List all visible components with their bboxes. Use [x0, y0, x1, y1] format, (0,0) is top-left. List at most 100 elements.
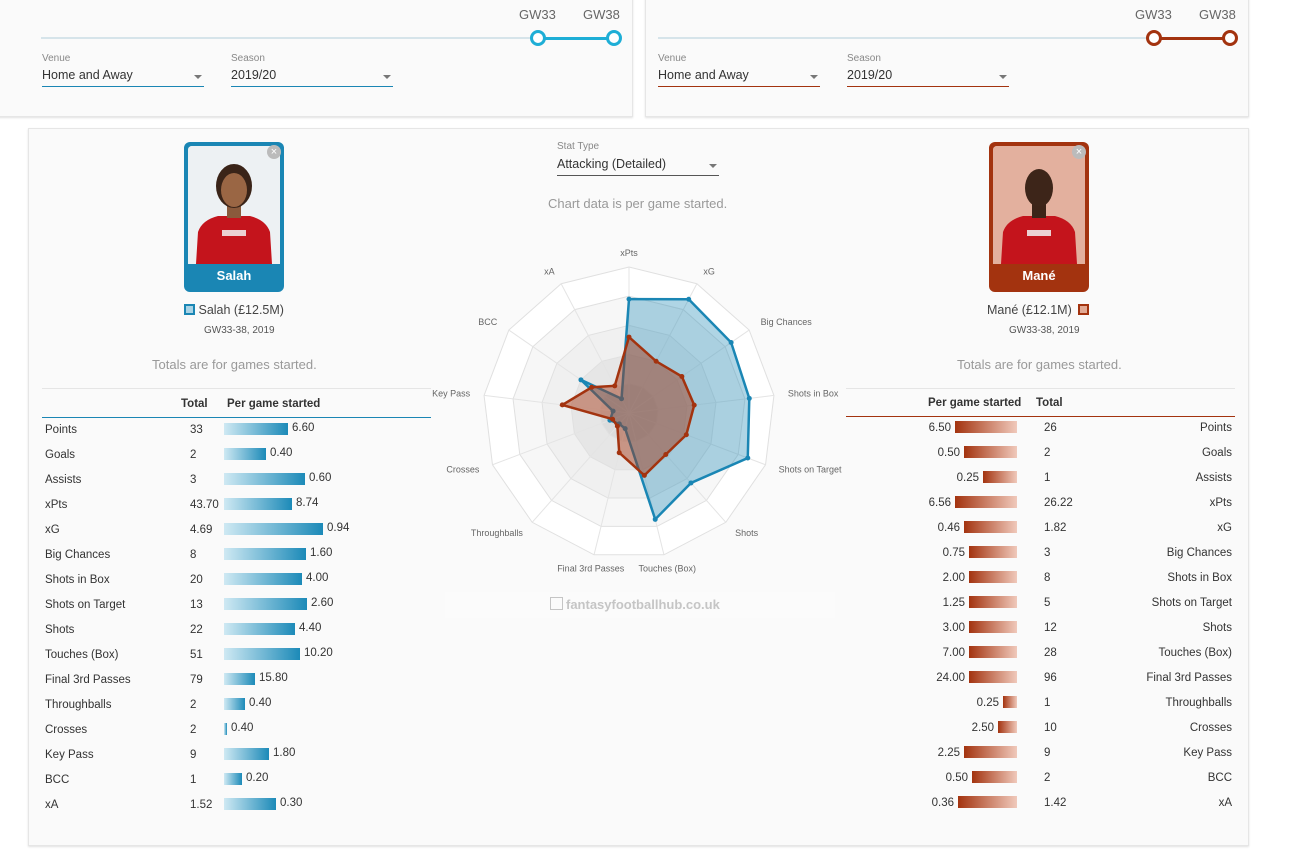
per-game-bar	[224, 473, 305, 485]
player-card-name: Mané	[1022, 268, 1056, 283]
gameweek-slider-track[interactable]	[41, 37, 616, 39]
stat-total: 3	[190, 474, 197, 486]
radar-axis-label: Touches (Box)	[639, 563, 697, 573]
venue-select[interactable]: Home and Away	[658, 68, 820, 87]
gameweek-slider-track[interactable]	[658, 37, 1232, 39]
per-game-bar	[224, 673, 255, 685]
stat-type-select[interactable]: Attacking (Detailed)	[557, 157, 719, 176]
radar-point	[610, 416, 616, 422]
venue-select[interactable]: Home and Away	[42, 68, 204, 87]
radar-point	[626, 296, 632, 302]
gameweek-slider-end-handle[interactable]	[606, 30, 622, 46]
table-row: 0.50 2 Goals	[846, 444, 1234, 464]
stat-total: 1.82	[1044, 522, 1067, 534]
radar-point	[746, 395, 752, 401]
stat-per-game: 1.60	[310, 547, 333, 559]
stat-name: Crosses	[1189, 722, 1232, 734]
stat-total: 2	[1044, 772, 1051, 784]
stat-per-game: 4.40	[299, 622, 322, 634]
radar-series-area	[580, 297, 751, 522]
stat-total: 2	[1044, 447, 1051, 459]
stat-name: Shots in Box	[1167, 572, 1232, 584]
radar-point	[619, 396, 625, 402]
stat-total: 22	[190, 624, 203, 636]
radar-axis-label: Key Pass	[432, 389, 471, 399]
per-game-bar	[224, 623, 295, 635]
per-game-bar	[224, 723, 227, 735]
per-game-bar	[224, 548, 306, 560]
per-game-bar	[969, 571, 1017, 583]
stat-name: xA	[1218, 797, 1232, 809]
player-card-salah[interactable]: × Salah	[184, 142, 284, 292]
table-row: 0.25 1 Assists	[846, 469, 1234, 489]
radar-point	[626, 334, 632, 340]
player-card-mane[interactable]: × Mané	[989, 142, 1089, 292]
stat-name: Goals	[1201, 447, 1232, 459]
season-label: Season	[231, 53, 265, 64]
radar-spoke	[508, 329, 630, 414]
stat-per-game: 24.00	[936, 672, 965, 684]
player-photo	[993, 146, 1085, 264]
stat-per-game: 0.30	[280, 797, 303, 809]
table-row: 24.00 96 Final 3rd Passes	[846, 669, 1234, 689]
stat-per-game: 10.20	[304, 647, 333, 659]
per-game-bar	[224, 523, 323, 535]
venue-select-value: Home and Away	[658, 68, 749, 82]
venue-label: Venue	[42, 53, 71, 64]
column-header-total: Total	[1036, 397, 1063, 409]
season-select-value: 2019/20	[231, 68, 277, 82]
stat-per-game: 7.00	[942, 647, 965, 659]
stat-total: 2	[190, 724, 197, 736]
gameweek-slider-start-handle[interactable]	[530, 30, 546, 46]
stat-total: 26.22	[1044, 497, 1073, 509]
stat-name: Shots on Target	[45, 599, 126, 611]
stat-per-game: 0.25	[976, 697, 999, 709]
venue-label: Venue	[658, 53, 687, 64]
radar-point	[641, 472, 647, 478]
per-game-bar	[964, 446, 1017, 458]
stat-name: Touches (Box)	[1158, 647, 1232, 659]
gameweek-slider-range	[1154, 37, 1230, 40]
radar-spoke	[560, 283, 630, 414]
chevron-down-icon	[999, 75, 1007, 79]
logo-icon	[550, 597, 563, 610]
per-game-bar	[224, 423, 288, 435]
stat-total: 8	[190, 549, 197, 561]
per-game-bar	[224, 648, 300, 660]
stat-per-game: 15.80	[259, 672, 288, 684]
gw-end-label: GW38	[1199, 7, 1236, 22]
player-period: GW33-38, 2019	[204, 325, 275, 336]
player-card-name: Salah	[216, 268, 252, 283]
radar-axis-label: xPts	[620, 248, 638, 258]
radar-point	[686, 296, 692, 302]
stat-name: Throughballs	[1165, 697, 1232, 709]
close-icon[interactable]: ×	[267, 145, 281, 159]
gameweek-slider-start-handle[interactable]	[1146, 30, 1162, 46]
gameweek-slider-end-handle[interactable]	[1222, 30, 1238, 46]
stat-name: Assists	[1195, 472, 1232, 484]
radar-axis-label: Throughballs	[471, 528, 524, 538]
stat-total: 9	[1044, 747, 1051, 759]
stat-total: 20	[190, 574, 203, 586]
stat-per-game: 0.50	[945, 772, 968, 784]
per-game-bar	[224, 573, 302, 585]
table-row: Shots in Box 20 4.00	[45, 571, 425, 591]
table-row: Goals 2 0.40	[45, 446, 425, 466]
season-select[interactable]: 2019/20	[847, 68, 1009, 87]
left-filter-panel: GW33 GW38 Venue Home and Away Season 201…	[0, 0, 633, 117]
stat-per-game: 6.56	[928, 497, 951, 509]
stat-total: 12	[1044, 622, 1057, 634]
venue-select-value: Home and Away	[42, 68, 133, 82]
stat-name: Shots	[1202, 622, 1232, 634]
per-game-bar	[964, 746, 1017, 758]
table-row: Touches (Box) 51 10.20	[45, 646, 425, 666]
radar-axis-label: xG	[703, 266, 715, 276]
close-icon[interactable]: ×	[1072, 145, 1086, 159]
player-period: GW33-38, 2019	[1009, 325, 1080, 336]
table-row: Assists 3 0.60	[45, 471, 425, 491]
radar-point	[691, 402, 697, 408]
table-header-divider	[846, 388, 1235, 389]
season-select[interactable]: 2019/20	[231, 68, 393, 87]
radar-point	[610, 408, 616, 414]
radar-axis-label: Big Chances	[761, 317, 813, 327]
